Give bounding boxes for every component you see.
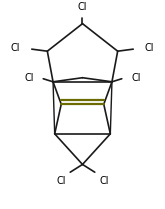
- Text: Cl: Cl: [56, 176, 66, 186]
- Text: Cl: Cl: [145, 43, 154, 53]
- Text: Cl: Cl: [99, 176, 109, 186]
- Text: Cl: Cl: [131, 73, 141, 83]
- Text: Cl: Cl: [11, 43, 20, 53]
- Text: Cl: Cl: [78, 3, 87, 12]
- Text: Cl: Cl: [24, 73, 34, 83]
